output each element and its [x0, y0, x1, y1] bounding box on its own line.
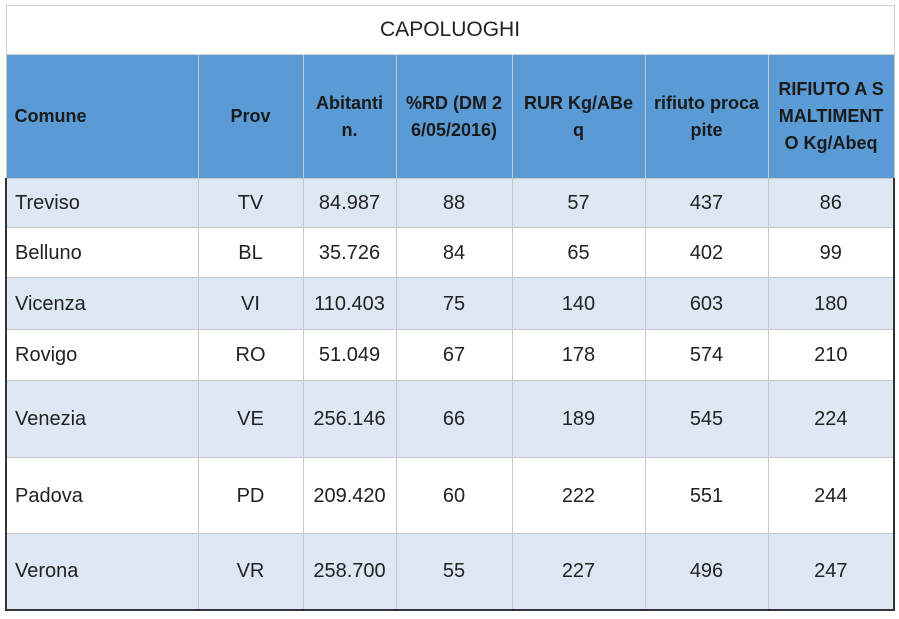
row-label: Padova — [5, 457, 199, 534]
column-header: RUR Kg/ABeq — [511, 54, 646, 179]
cell: 110.403 — [302, 277, 397, 330]
column-header: Comune — [5, 54, 199, 179]
header-row: Comune Prov Abitanti n. %RD (DM 26/05/2016)… — [5, 54, 895, 179]
cell: 99 — [767, 227, 896, 278]
cell: 574 — [644, 329, 769, 381]
row-label: Belluno — [5, 227, 199, 278]
cell: 60 — [395, 457, 513, 534]
data-row: Treviso TV 84.987 88 57 437 86 — [5, 178, 896, 228]
row-label: Rovigo — [5, 329, 199, 381]
cell: 140 — [511, 277, 646, 330]
table: CAPOLUOGHI Comune Prov Abitanti n. %RD (DM … — [5, 5, 896, 611]
row-label: Verona — [5, 533, 199, 611]
row-label: Vicenza — [5, 277, 199, 330]
table-title: CAPOLUOGHI — [5, 5, 895, 55]
cell: PD — [197, 457, 304, 534]
cell: 75 — [395, 277, 513, 330]
data-row: Venezia VE 256.146 66 189 545 224 — [5, 380, 896, 458]
cell: 437 — [644, 178, 769, 228]
cell: BL — [197, 227, 304, 278]
cell: 210 — [767, 329, 896, 381]
cell: 35.726 — [302, 227, 397, 278]
cell: 256.146 — [302, 380, 397, 458]
cell: 84.987 — [302, 178, 397, 228]
column-header: RIFIUTO A SMALTIMENTO Kg/Abeq — [767, 54, 895, 179]
cell: 209.420 — [302, 457, 397, 534]
cell: 551 — [644, 457, 769, 534]
cell: 545 — [644, 380, 769, 458]
cell: 178 — [511, 329, 646, 381]
cell: 51.049 — [302, 329, 397, 381]
cell: 603 — [644, 277, 769, 330]
cell: 67 — [395, 329, 513, 381]
cell: 86 — [767, 178, 896, 228]
data-row: Belluno BL 35.726 84 65 402 99 — [5, 227, 896, 278]
cell: 244 — [767, 457, 896, 534]
cell: 84 — [395, 227, 513, 278]
cell: 65 — [511, 227, 646, 278]
row-label: Treviso — [5, 178, 199, 228]
data-row: Verona VR 258.700 55 227 496 247 — [5, 533, 896, 611]
cell: TV — [197, 178, 304, 228]
column-header: %RD (DM 26/05/2016) — [395, 54, 513, 179]
row-label: Venezia — [5, 380, 199, 458]
cell: 57 — [511, 178, 646, 228]
column-header: Prov — [197, 54, 304, 179]
column-header: rifiuto procapite — [644, 54, 769, 179]
cell: RO — [197, 329, 304, 381]
cell: 258.700 — [302, 533, 397, 611]
cell: 88 — [395, 178, 513, 228]
cell: VI — [197, 277, 304, 330]
table-body: CAPOLUOGHI Comune Prov Abitanti n. %RD (DM … — [5, 5, 896, 611]
column-header: Abitanti n. — [302, 54, 397, 179]
cell: 227 — [511, 533, 646, 611]
cell: 189 — [511, 380, 646, 458]
cell: 180 — [767, 277, 896, 330]
cell: 224 — [767, 380, 896, 458]
data-row: Rovigo RO 51.049 67 178 574 210 — [5, 329, 896, 381]
data-row: Padova PD 209.420 60 222 551 244 — [5, 457, 896, 534]
cell: VE — [197, 380, 304, 458]
cell: 66 — [395, 380, 513, 458]
title-row: CAPOLUOGHI — [5, 5, 895, 55]
cell: 496 — [644, 533, 769, 611]
cell: 402 — [644, 227, 769, 278]
cell: 247 — [767, 533, 896, 611]
cell: 55 — [395, 533, 513, 611]
cell: VR — [197, 533, 304, 611]
data-row: Vicenza VI 110.403 75 140 603 180 — [5, 277, 896, 330]
table-wrap: CAPOLUOGHI Comune Prov Abitanti n. %RD (DM … — [5, 5, 896, 611]
cell: 222 — [511, 457, 646, 534]
